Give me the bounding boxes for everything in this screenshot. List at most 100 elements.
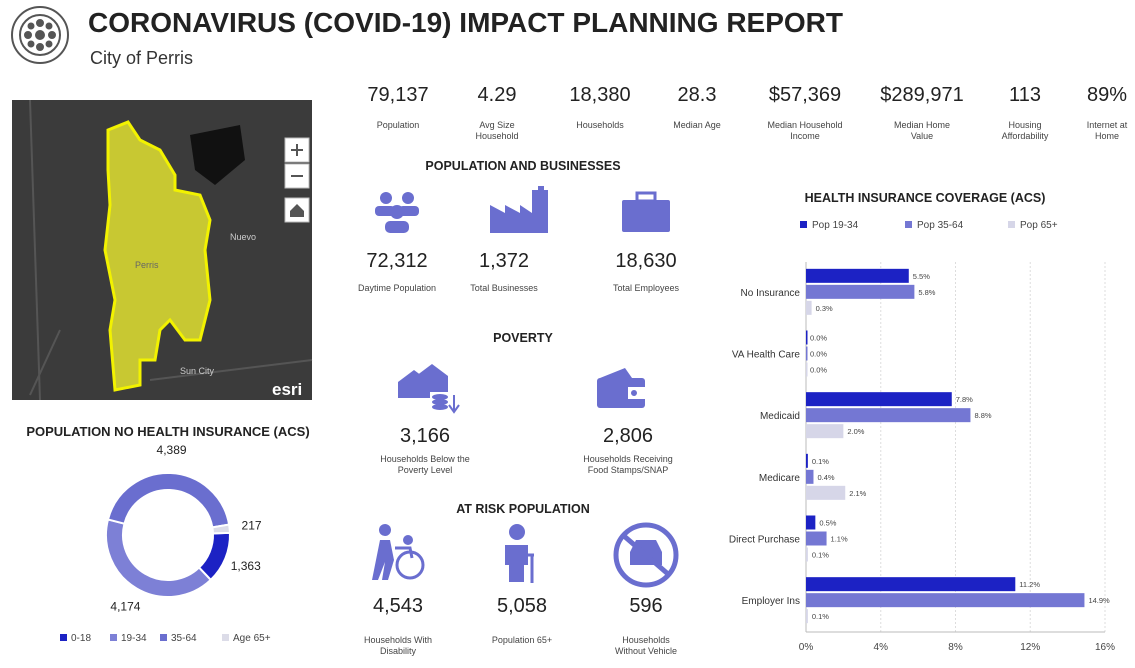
data-label: 217 [242, 519, 262, 533]
data-label: 0.1% [812, 551, 829, 560]
donut-slice [105, 518, 213, 598]
legend-label: 35-64 [171, 633, 197, 644]
data-label: 2.0% [847, 427, 864, 436]
bar [806, 300, 812, 315]
metric-label: Total Employees [612, 283, 680, 293]
disability-icon [372, 524, 425, 580]
stat-label: Median Household Income [767, 120, 843, 141]
metric-label: Households Receiving Food Stamps/SNAP [583, 454, 673, 475]
report-subtitle: City of Perris [90, 48, 193, 68]
data-label: 11.2% [1019, 580, 1040, 589]
legend-label: Pop 19-34 [812, 220, 859, 231]
map-label: Sun City [180, 366, 215, 376]
bar [806, 408, 971, 423]
stat-label: Internet at Home [1086, 120, 1128, 141]
metric-value: 4,543 [372, 595, 424, 617]
legend-label: 19-34 [121, 633, 147, 644]
chart-title: HEALTH INSURANCE COVERAGE (ACS) [805, 191, 1046, 205]
stat-value: 4.29 [477, 84, 517, 106]
stat-label: Population [376, 120, 420, 130]
factory-icon [490, 186, 548, 233]
data-label: 1,363 [231, 559, 261, 573]
legend-swatch [60, 634, 67, 641]
stat-value: $289,971 [880, 84, 964, 106]
bar [806, 330, 808, 345]
bar [806, 531, 827, 546]
stat-value: 18,380 [569, 84, 631, 106]
metric-value: 3,166 [399, 425, 451, 447]
metric-label: Daytime Population [357, 283, 437, 293]
legend-label: Age 65+ [233, 633, 271, 644]
metric-label: Total Businesses [470, 283, 538, 293]
bar [806, 485, 846, 500]
virus-logo [11, 6, 69, 64]
x-tick-label: 16% [1095, 642, 1115, 653]
map-label: Nuevo [230, 232, 256, 242]
y-tick-label: Employer Ins [742, 596, 800, 607]
report-title: CORONAVIRUS (COVID-19) IMPACT PLANNING R… [88, 7, 843, 38]
esri-logo: esri [272, 380, 302, 399]
stat-value: 89% [1086, 84, 1128, 106]
data-label: 8.8% [974, 411, 991, 420]
donut-slice [106, 472, 231, 529]
map: Nuevo Perris Sun City esri [12, 99, 313, 401]
data-label: 0.1% [812, 612, 829, 621]
icons [372, 186, 679, 588]
metric-value: 2,806 [602, 425, 654, 447]
x-tick-label: 0% [799, 642, 814, 653]
stat-label: Avg Size Household [475, 120, 519, 141]
metric-value: 72,312 [366, 250, 428, 272]
bar [806, 284, 915, 299]
y-tick-label: Direct Purchase [729, 535, 801, 546]
legend-swatch [110, 634, 117, 641]
house-money-icon [398, 364, 460, 414]
stat-value: 79,137 [367, 84, 429, 106]
stat-label: Households [576, 120, 624, 130]
metric-value: 596 [629, 595, 663, 617]
bar [806, 593, 1085, 608]
stat-value: 113 [1009, 84, 1041, 106]
data-label: 0.5% [819, 519, 836, 528]
section-title: AT RISK POPULATION [456, 502, 590, 516]
metric-value: 1,372 [478, 250, 530, 272]
bar [806, 268, 909, 283]
data-label: 0.1% [812, 457, 829, 466]
data-label: 2.1% [849, 489, 866, 498]
data-label: 5.8% [918, 288, 935, 297]
stat-value: $57,369 [768, 84, 842, 106]
briefcase-icon [622, 191, 670, 232]
section-title: POVERTY [493, 331, 553, 345]
elderly-icon [505, 524, 534, 583]
x-tick-label: 4% [874, 642, 889, 653]
bar [806, 547, 808, 562]
bar [806, 469, 814, 484]
metric-label: Households With Disability [363, 635, 433, 656]
metric-label: Population 65+ [491, 635, 553, 645]
data-label: 0.0% [810, 350, 827, 359]
legend-swatch [1008, 221, 1015, 228]
data-label: 1.1% [831, 535, 848, 544]
no-vehicle-icon [613, 522, 679, 588]
x-tick-label: 8% [948, 642, 963, 653]
bar [806, 609, 808, 624]
chart-title: POPULATION NO HEALTH INSURANCE (ACS) [26, 424, 309, 439]
data-label: 0.0% [810, 334, 827, 343]
legend-label: 0-18 [71, 633, 91, 644]
bar [806, 515, 816, 530]
metric-label: Households Below the Poverty Level [380, 454, 470, 475]
stat-value: 28.3 [677, 84, 717, 106]
data-label: 7.8% [956, 395, 973, 404]
legend-swatch [905, 221, 912, 228]
legend-swatch [160, 634, 167, 641]
bar [806, 346, 808, 361]
data-label: 0.4% [817, 473, 834, 482]
data-label: 5.5% [913, 272, 930, 281]
people-icon [375, 192, 419, 233]
bar [806, 392, 952, 407]
donut-slice [211, 523, 231, 535]
stat-label: Median Age [673, 120, 721, 130]
data-label: 4,174 [110, 600, 140, 614]
metric-value: 18,630 [615, 250, 677, 272]
